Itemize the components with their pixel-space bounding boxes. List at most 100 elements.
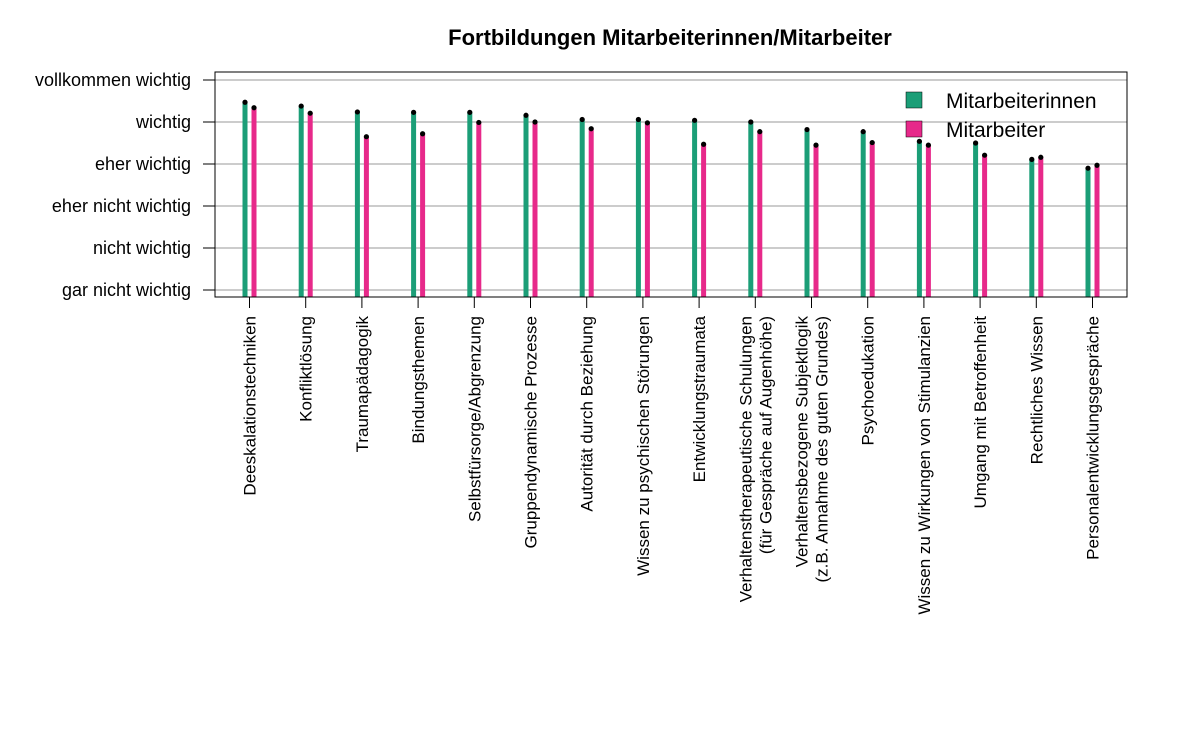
x-tick-label-group: Umgang mit Betroffenheit: [971, 316, 990, 509]
bar: [307, 113, 313, 298]
y-tick-label: vollkommen wichtig: [35, 70, 191, 90]
bar: [982, 155, 988, 297]
x-tick-label-group: Deeskalationstechniken: [241, 316, 260, 496]
x-tick-label-group: Entwicklungstraumata: [690, 315, 709, 482]
bar: [916, 141, 922, 297]
x-tick-label: (für Gespräche auf Augenhöhe): [756, 316, 775, 554]
data-point: [1085, 165, 1091, 171]
data-point: [476, 119, 482, 126]
x-tick-label: Deeskalationstechniken: [241, 316, 260, 496]
bar: [411, 112, 417, 297]
x-tick-label-group: Traumapädagogik: [353, 316, 372, 453]
data-point: [869, 139, 875, 146]
bar: [869, 142, 875, 297]
data-point: [363, 134, 369, 140]
data-point: [701, 141, 707, 147]
data-point: [757, 129, 763, 135]
x-tick-label-group: Personalentwicklungsgespräche: [1084, 316, 1103, 560]
bar: [973, 143, 979, 297]
bar: [532, 122, 538, 297]
x-tick-label-group: Konfliktlösung: [297, 316, 316, 422]
x-tick-label-group: Wissen zu psychischen Störungen: [634, 316, 653, 576]
data-point: [973, 140, 979, 146]
y-tick-label: nicht wichtig: [93, 238, 191, 258]
data-point: [523, 112, 529, 118]
y-tick-label: gar nicht wichtig: [62, 280, 191, 300]
bar: [701, 144, 707, 297]
bar: [644, 122, 650, 297]
legend-swatch: [905, 120, 923, 138]
data-point: [411, 109, 417, 115]
legend-swatch: [905, 91, 923, 109]
x-tick-label: Wissen zu Wirkungen von Stimulanzien: [915, 316, 934, 615]
x-tick-label: Umgang mit Betroffenheit: [971, 316, 990, 509]
data-point: [1029, 156, 1035, 162]
data-point: [644, 120, 651, 126]
x-tick-label-group: Verhaltensbezogene Subjektlogik (z.B. Ann…: [793, 316, 832, 583]
data-point: [298, 103, 304, 109]
bars: [242, 102, 1100, 298]
data-point: [1094, 162, 1100, 168]
x-tick-label-group: Psychoedukation: [859, 316, 878, 445]
bar: [579, 119, 585, 297]
bar: [692, 120, 698, 297]
data-point: [804, 126, 810, 133]
x-tick-label: Autorität durch Beziehung: [578, 316, 597, 512]
bar: [523, 115, 529, 297]
data-point: [925, 142, 932, 148]
x-tick-label-group: Rechtliches Wissen: [1027, 316, 1046, 464]
x-tick-label-group: Selbstfürsorge/Abgrenzung: [465, 316, 484, 522]
bar: [476, 122, 482, 297]
bar: [298, 106, 304, 297]
bar: [363, 136, 369, 297]
data-point: [692, 117, 698, 123]
x-tick-label: Entwicklungstraumata: [690, 315, 709, 482]
bar: [251, 107, 257, 297]
bar: [467, 112, 473, 297]
x-tick-label: Bindungsthemen: [409, 316, 428, 444]
chart-title: Fortbildungen Mitarbeiterinnen/Mitarbeit…: [448, 25, 892, 50]
data-point: [354, 109, 360, 115]
data-point: [813, 142, 819, 148]
x-tick-label: Traumapädagogik: [353, 316, 372, 453]
x-tick-label: (z.B. Annahme des guten Grundes): [813, 316, 832, 583]
x-tick-label-group: Wissen zu Wirkungen von Stimulanzien: [915, 316, 934, 615]
bar: [1085, 168, 1091, 297]
bar: [1094, 165, 1100, 297]
data-point: [588, 126, 594, 132]
legend: Mitarbeiterinnen Mitarbeiter: [905, 90, 1097, 142]
x-tick-label-group: Gruppendynamische Prozesse: [522, 316, 541, 548]
data-point: [916, 138, 923, 144]
bar: [813, 145, 819, 297]
x-tick-label-group: Verhaltenstherapeutische Schulungen (für …: [736, 316, 775, 602]
data-point: [982, 152, 988, 158]
data-point: [635, 116, 642, 123]
bar: [804, 129, 810, 297]
bar: [748, 122, 754, 297]
x-tick-label-group: Autorität durch Beziehung: [578, 316, 597, 512]
bar: [635, 119, 641, 297]
x-tick-label: Verhaltensbezogene Subjektlogik: [793, 316, 812, 568]
data-point: [532, 119, 538, 125]
x-tick-label: Selbstfürsorge/Abgrenzung: [465, 316, 484, 522]
bar: [242, 102, 248, 297]
data-point: [467, 109, 473, 115]
legend-label: Mitarbeiterinnen: [946, 90, 1097, 113]
x-tick-label: Psychoedukation: [859, 316, 878, 445]
bar: [860, 131, 866, 297]
bar: [354, 111, 360, 297]
y-axis: gar nicht wichtig nicht wichtig eher nicht…: [35, 70, 215, 300]
y-tick-label: eher wichtig: [95, 154, 191, 174]
x-tick-label: Konfliktlösung: [297, 316, 316, 422]
bar: [925, 145, 931, 297]
data-point: [579, 116, 585, 123]
x-tick-label: Wissen zu psychischen Störungen: [634, 316, 653, 576]
bar: [757, 131, 763, 297]
data-point: [307, 110, 313, 116]
x-tick-label: Personalentwicklungsgespräche: [1084, 316, 1103, 560]
y-tick-label: wichtig: [135, 112, 191, 132]
bar: [1038, 157, 1044, 297]
data-point: [420, 131, 426, 137]
